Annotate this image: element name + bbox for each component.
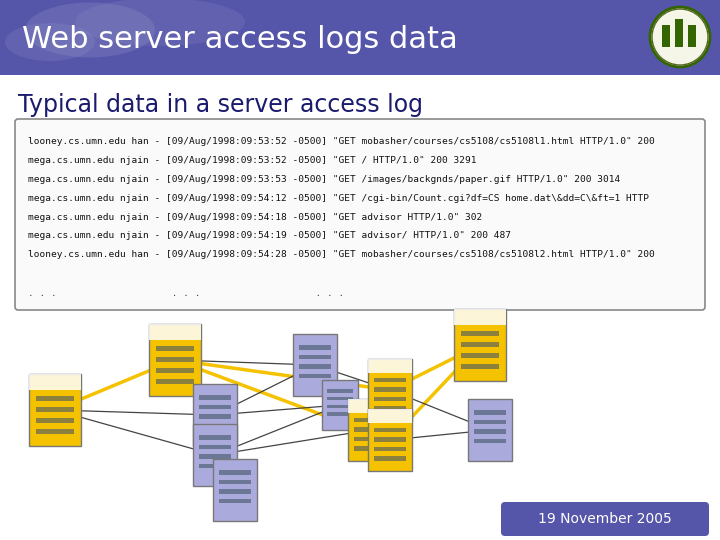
Bar	[688, 25, 696, 47]
Bar	[327, 389, 353, 393]
Bar	[0, 0, 720, 75]
Text: mega.cs.umn.edu njain - [09/Aug/1998:09:54:19 -0500] "GET advisor/ HTTP/1.0" 200: mega.cs.umn.edu njain - [09/Aug/1998:09:…	[28, 231, 511, 240]
Text: mega.cs.umn.edu njain - [09/Aug/1998:09:53:53 -0500] "GET /images/backgnds/paper: mega.cs.umn.edu njain - [09/Aug/1998:09:…	[28, 175, 620, 184]
Bar	[368, 359, 412, 421]
Bar	[36, 418, 73, 423]
FancyBboxPatch shape	[501, 502, 709, 536]
Bar	[199, 405, 231, 409]
Bar	[199, 414, 231, 418]
Bar	[322, 380, 358, 430]
Bar	[462, 330, 499, 336]
Ellipse shape	[75, 0, 245, 46]
Circle shape	[650, 7, 710, 67]
Bar	[374, 397, 406, 401]
Bar	[474, 410, 506, 415]
Bar	[156, 368, 194, 373]
Bar	[219, 470, 251, 475]
Bar	[29, 374, 81, 390]
Bar	[219, 480, 251, 484]
Text: 19 November 2005: 19 November 2005	[538, 512, 672, 526]
Bar	[199, 395, 231, 400]
Bar	[374, 428, 406, 432]
Text: Typical data in a server access log: Typical data in a server access log	[18, 93, 423, 117]
Bar	[36, 396, 73, 401]
Bar	[474, 439, 506, 443]
Text: mega.cs.umn.edu njain - [09/Aug/1998:09:54:18 -0500] "GET advisor HTTP/1.0" 302: mega.cs.umn.edu njain - [09/Aug/1998:09:…	[28, 213, 482, 221]
Text: mega.cs.umn.edu njain - [09/Aug/1998:09:54:12 -0500] "GET /cgi-bin/Count.cgi?df=: mega.cs.umn.edu njain - [09/Aug/1998:09:…	[28, 194, 649, 202]
Bar	[300, 345, 331, 349]
Bar	[199, 464, 231, 468]
Bar	[374, 437, 406, 442]
Bar	[468, 399, 512, 461]
Bar	[219, 489, 251, 494]
Bar	[327, 404, 353, 408]
Bar	[327, 397, 353, 400]
Bar	[354, 417, 386, 422]
Bar	[300, 374, 331, 379]
Ellipse shape	[25, 3, 155, 57]
Text: looney.cs.umn.edu han - [09/Aug/1998:09:54:28 -0500] "GET mobasher/courses/cs510: looney.cs.umn.edu han - [09/Aug/1998:09:…	[28, 250, 654, 259]
Bar	[462, 342, 499, 347]
Bar	[374, 447, 406, 451]
Bar	[368, 409, 412, 471]
Bar	[354, 437, 386, 441]
Bar	[199, 445, 231, 449]
Bar	[327, 412, 353, 416]
Text: Web server access logs data: Web server access logs data	[22, 25, 458, 55]
Bar	[374, 456, 406, 461]
Bar	[199, 435, 231, 440]
Bar	[354, 447, 386, 451]
Bar	[156, 379, 194, 384]
Bar	[675, 19, 683, 47]
Bar	[300, 355, 331, 359]
Bar	[149, 324, 201, 340]
Bar	[368, 409, 412, 423]
Bar	[193, 424, 237, 486]
Bar	[462, 353, 499, 358]
Bar	[374, 377, 406, 382]
Bar	[348, 399, 392, 461]
Bar	[368, 359, 412, 373]
Bar	[348, 399, 392, 413]
Bar	[293, 334, 337, 396]
Bar	[29, 374, 81, 446]
Ellipse shape	[5, 23, 95, 61]
Bar	[662, 25, 670, 47]
Bar	[36, 407, 73, 412]
FancyBboxPatch shape	[15, 119, 705, 310]
Bar	[454, 309, 506, 325]
Text: mega.cs.umn.edu njain - [09/Aug/1998:09:53:52 -0500] "GET / HTTP/1.0" 200 3291: mega.cs.umn.edu njain - [09/Aug/1998:09:…	[28, 156, 477, 165]
Bar	[454, 309, 506, 381]
Text: looney.cs.umn.edu han - [09/Aug/1998:09:53:52 -0500] "GET mobasher/courses/cs510: looney.cs.umn.edu han - [09/Aug/1998:09:…	[28, 138, 654, 146]
Bar	[199, 424, 231, 428]
Bar	[474, 420, 506, 424]
Bar	[462, 364, 499, 369]
Text: . . .                    . . .                    . . .: . . . . . . . . .	[28, 288, 344, 298]
Bar	[36, 429, 73, 434]
Bar	[374, 387, 406, 392]
Bar	[149, 324, 201, 396]
Bar	[156, 357, 194, 362]
Bar	[354, 427, 386, 431]
Bar	[219, 499, 251, 503]
Bar	[199, 454, 231, 458]
Bar	[300, 364, 331, 369]
Bar	[374, 407, 406, 411]
Bar	[156, 346, 194, 350]
Bar	[474, 429, 506, 434]
Bar	[193, 384, 237, 446]
Bar	[213, 459, 257, 521]
